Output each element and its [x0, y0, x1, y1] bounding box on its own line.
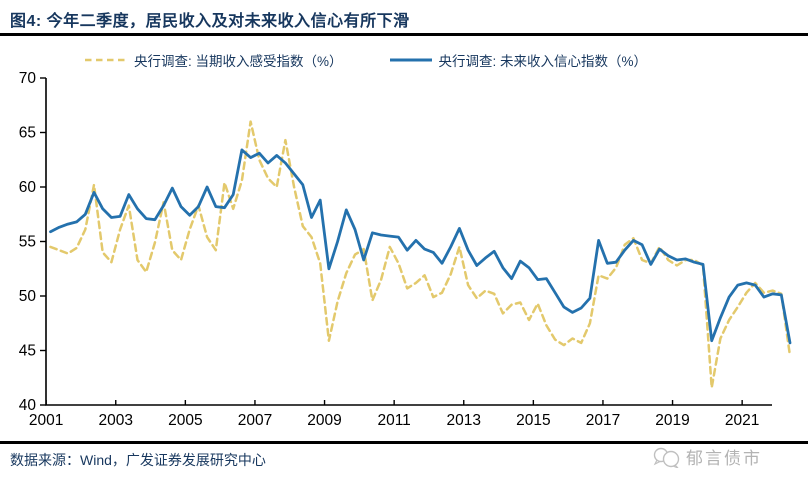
solid-line-swatch-icon: [389, 58, 432, 62]
title-divider: [0, 33, 808, 36]
watermark-text: 郁言债市: [686, 449, 762, 468]
y-axis-label: 70: [19, 70, 37, 87]
legend: 央行调查: 当期收入感受指数（%） 央行调查: 未来收入信心指数（%）: [84, 50, 647, 70]
legend-item-future-income: 央行调查: 未来收入信心指数（%）: [389, 50, 648, 70]
series-current-income-line: [49, 120, 792, 389]
legend-label-future-income: 央行调查: 未来收入信心指数（%）: [438, 54, 648, 69]
x-axis-label: 2013: [447, 412, 481, 429]
y-axis-label: 40: [19, 397, 37, 414]
x-axis-label: 2011: [377, 412, 410, 429]
x-axis-label: 2009: [307, 412, 341, 429]
x-axis-label: 2001: [29, 412, 63, 429]
y-axis-label: 65: [19, 125, 36, 142]
chart-title: 图4: 今年二季度，居民收入及对未来收入信心有所下滑: [10, 13, 410, 30]
x-axis-label: 2007: [238, 412, 272, 429]
y-axis-label: 50: [19, 288, 37, 305]
y-axis-label: 55: [19, 234, 36, 251]
legend-item-current-income: 央行调查: 当期收入感受指数（%）: [84, 50, 343, 70]
source-note: 数据来源：Wind，广发证券发展研究中心: [10, 452, 266, 468]
x-axis-label: 2003: [99, 412, 133, 429]
x-axis-label: 2021: [725, 412, 759, 429]
chat-bubbles-icon: [653, 447, 680, 468]
x-axis-label: 2015: [516, 412, 550, 429]
x-axis-label: 2005: [168, 412, 202, 429]
series-future-income-line: [49, 148, 792, 345]
y-axis-label: 45: [19, 343, 36, 360]
x-axis-label: 2017: [586, 412, 620, 429]
y-axis-label: 60: [19, 179, 37, 196]
watermark: 郁言债市: [652, 444, 762, 469]
legend-label-current-income: 央行调查: 当期收入感受指数（%）: [134, 54, 343, 69]
footer-divider: [0, 441, 808, 444]
dashed-line-swatch-icon: [85, 58, 127, 62]
x-axis-label: 2019: [655, 412, 689, 429]
